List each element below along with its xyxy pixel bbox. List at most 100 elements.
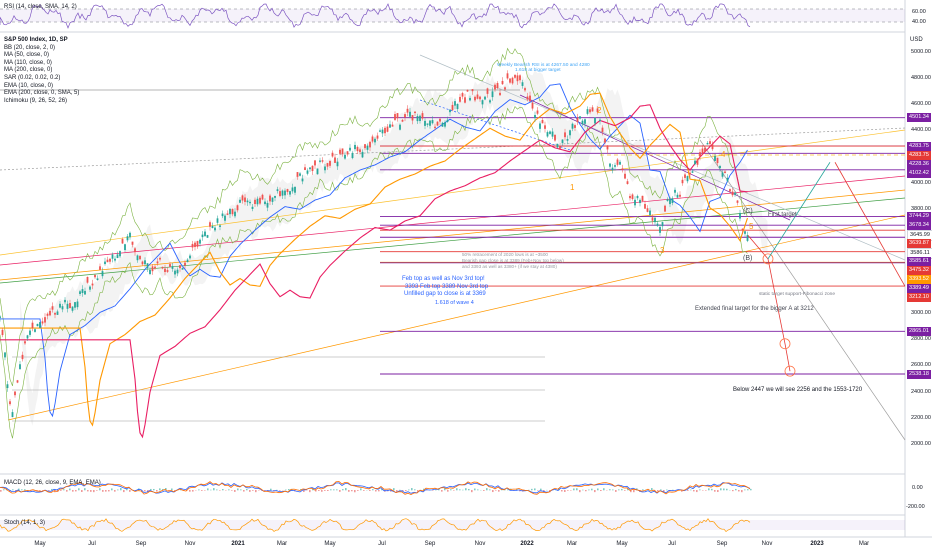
- candle-body: [72, 307, 74, 311]
- candle-body: [732, 192, 734, 196]
- candle-body: [639, 200, 641, 203]
- macd-histogram-bar: [534, 488, 536, 490]
- macd-histogram-bar: [66, 490, 68, 492]
- candle-body: [52, 306, 54, 309]
- candle-body: [129, 233, 131, 237]
- macd-histogram-bar: [21, 489, 23, 490]
- candle-body: [722, 173, 724, 177]
- macd-histogram-bar: [372, 489, 374, 490]
- macd-histogram-bar: [717, 490, 719, 492]
- candle-body: [89, 287, 91, 290]
- candle-body: [447, 120, 449, 122]
- candle-body: [559, 147, 561, 149]
- candle-body: [284, 191, 286, 196]
- candle-body: [294, 187, 296, 193]
- candle-body: [142, 262, 144, 265]
- candle-body: [247, 201, 249, 203]
- candle-body: [312, 166, 314, 171]
- candle-body: [204, 232, 206, 237]
- candle-body: [427, 123, 429, 124]
- legend-ichimoku[interactable]: Ichimoku (9, 26, 52, 26): [4, 98, 79, 106]
- legend-ma50[interactable]: MA (50, close, 0): [4, 52, 79, 60]
- candle-body: [322, 160, 324, 161]
- annotation-below-2447: Below 2447 we will see 2256 and the 1553…: [733, 387, 862, 393]
- alt-projection-line: [768, 162, 830, 259]
- macd-histogram-bar: [63, 489, 65, 490]
- legend-ema10[interactable]: EMA (10, close, 0): [4, 83, 79, 91]
- candle-body: [657, 224, 659, 226]
- candle-body: [127, 236, 129, 240]
- macd-histogram-bar: [84, 488, 86, 490]
- candle-body: [314, 160, 316, 165]
- x-tick-label: 2023: [810, 541, 823, 547]
- wave-label-b: (B): [743, 255, 752, 262]
- candle-body: [137, 255, 139, 260]
- macd-histogram-bar: [90, 490, 92, 492]
- macd-histogram-bar: [696, 490, 698, 492]
- macd-histogram-bar: [228, 489, 230, 490]
- candle-body: [739, 213, 741, 219]
- macd-histogram-bar: [219, 490, 221, 491]
- candle-body: [377, 136, 379, 139]
- candle-body: [669, 198, 671, 204]
- symbol-title[interactable]: S&P 500 Index, 1D, SP: [4, 37, 79, 45]
- macd-histogram-bar: [486, 488, 488, 490]
- macd-histogram-bar: [72, 490, 74, 492]
- candle-body: [167, 270, 169, 272]
- candle-body: [414, 112, 416, 113]
- y-tick-label: 2600.00: [911, 362, 931, 368]
- macd-histogram-bar: [567, 490, 569, 491]
- macd-histogram-bar: [255, 490, 257, 492]
- candle-body: [737, 201, 739, 203]
- macd-histogram-bar: [582, 490, 584, 491]
- macd-histogram-bar: [498, 490, 500, 492]
- x-tick-label: Sep: [425, 541, 436, 547]
- macd-histogram-bar: [375, 490, 377, 491]
- legend-ma110[interactable]: MA (110, close, 0): [4, 60, 79, 68]
- macd-histogram-bar: [483, 490, 485, 491]
- annotation-feb-top-2: 3393 Feb top 3389 Nov 3rd top: [405, 284, 488, 290]
- candle-body: [144, 260, 146, 264]
- macd-histogram-bar: [666, 490, 668, 491]
- candle-body: [532, 103, 534, 109]
- macd-legend: MACD (12, 26, close, 9, EMA, EMA): [4, 479, 101, 487]
- legend-sar[interactable]: SAR (0.02, 0.02, 0.2): [4, 75, 79, 83]
- macd-histogram-bar: [234, 490, 236, 492]
- candle-body: [29, 331, 31, 335]
- macd-histogram-bar: [393, 488, 395, 490]
- wave-label-3: 3: [660, 246, 664, 255]
- macd-histogram-bar: [600, 490, 602, 491]
- legend-bb[interactable]: BB (20, close, 2, 0): [4, 45, 79, 53]
- macd-histogram-bar: [735, 489, 737, 490]
- candle-body: [172, 266, 174, 269]
- candle-body: [117, 254, 119, 258]
- candle-body: [487, 88, 489, 94]
- candle-body: [402, 120, 404, 122]
- macd-histogram-bar: [48, 490, 50, 491]
- legend-ema200[interactable]: EMA (200, close, 0, SMA, 5): [4, 90, 79, 98]
- wave-label-2: 2: [597, 106, 601, 115]
- candle-body: [637, 196, 639, 198]
- macd-histogram-bar: [450, 489, 452, 490]
- candle-body: [234, 212, 236, 217]
- legend-ma200[interactable]: MA (200, close, 0): [4, 67, 79, 75]
- candle-body: [64, 300, 66, 302]
- candle-body: [209, 222, 211, 227]
- annotation-retracement-2: Bearish gap close is at 3389 (Feb+Nov to…: [462, 258, 564, 263]
- macd-histogram-bar: [594, 490, 596, 492]
- currency-label: USD: [910, 37, 923, 43]
- candle-body: [232, 209, 234, 214]
- candle-body: [107, 260, 109, 263]
- candle-body: [157, 261, 159, 263]
- macd-histogram-bar: [609, 489, 611, 490]
- candle-body: [599, 120, 601, 121]
- candle-body: [169, 264, 171, 267]
- candle-body: [624, 174, 626, 179]
- candle-body: [587, 109, 589, 114]
- macd-histogram-bar: [447, 490, 449, 492]
- macd-histogram-bar: [414, 489, 416, 490]
- macd-histogram-bar: [318, 490, 320, 491]
- macd-histogram-bar: [348, 490, 350, 492]
- candle-body: [392, 125, 394, 127]
